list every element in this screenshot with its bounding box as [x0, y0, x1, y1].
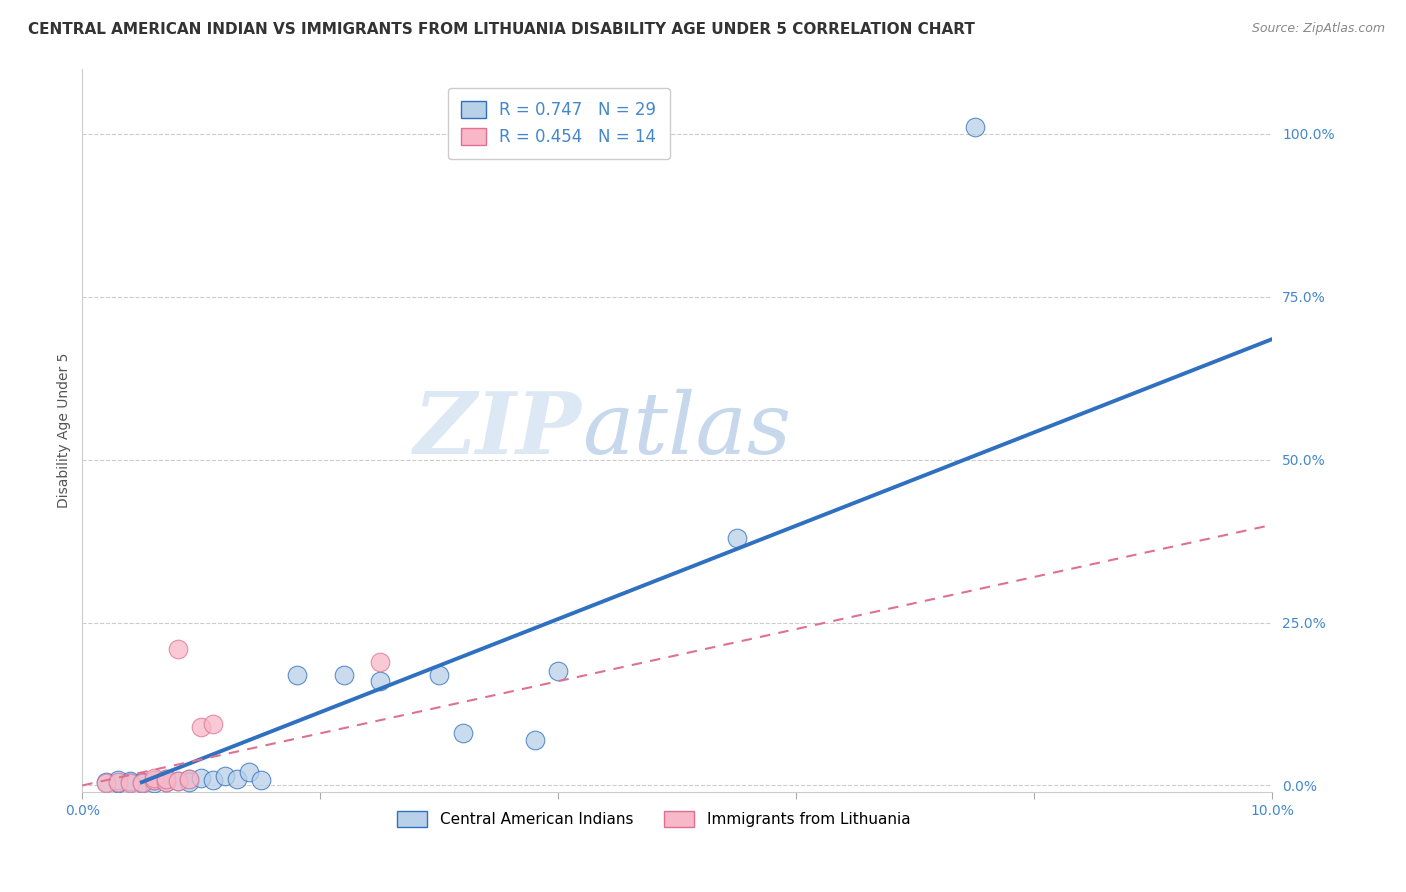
Point — [107, 775, 129, 789]
Text: Source: ZipAtlas.com: Source: ZipAtlas.com — [1251, 22, 1385, 36]
Legend: Central American Indians, Immigrants from Lithuania: Central American Indians, Immigrants fro… — [389, 804, 918, 835]
Point — [94, 775, 117, 789]
Point — [427, 667, 450, 681]
Text: CENTRAL AMERICAN INDIAN VS IMMIGRANTS FROM LITHUANIA DISABILITY AGE UNDER 5 CORR: CENTRAL AMERICAN INDIAN VS IMMIGRANTS FR… — [28, 22, 974, 37]
Point — [118, 775, 141, 789]
Point — [118, 776, 141, 790]
Point — [155, 775, 177, 789]
Point — [166, 641, 188, 656]
Point — [226, 772, 249, 786]
Point — [155, 772, 177, 786]
Point — [190, 720, 212, 734]
Point — [179, 772, 201, 786]
Point — [368, 655, 391, 669]
Text: atlas: atlas — [582, 389, 792, 472]
Point — [118, 773, 141, 788]
Point — [249, 773, 271, 788]
Text: ZIP: ZIP — [415, 389, 582, 472]
Point — [155, 774, 177, 789]
Point — [214, 769, 236, 783]
Point — [142, 773, 165, 788]
Point — [238, 765, 260, 780]
Point — [131, 776, 153, 790]
Point — [190, 771, 212, 785]
Point — [131, 776, 153, 790]
Point — [142, 771, 165, 785]
Point — [368, 674, 391, 689]
Point — [202, 773, 225, 788]
Point — [131, 774, 153, 789]
Point — [155, 772, 177, 786]
Point — [963, 120, 986, 135]
Point — [202, 716, 225, 731]
Point — [142, 773, 165, 788]
Point — [94, 776, 117, 790]
Point — [107, 773, 129, 788]
Point — [547, 665, 569, 679]
Point — [333, 667, 356, 681]
Point — [725, 531, 748, 545]
Point — [451, 726, 474, 740]
Point — [285, 667, 308, 681]
Point — [166, 773, 188, 788]
Point — [179, 775, 201, 789]
Y-axis label: Disability Age Under 5: Disability Age Under 5 — [58, 352, 72, 508]
Point — [142, 776, 165, 790]
Point — [166, 773, 188, 788]
Point — [107, 776, 129, 790]
Point — [523, 732, 546, 747]
Point — [179, 772, 201, 786]
